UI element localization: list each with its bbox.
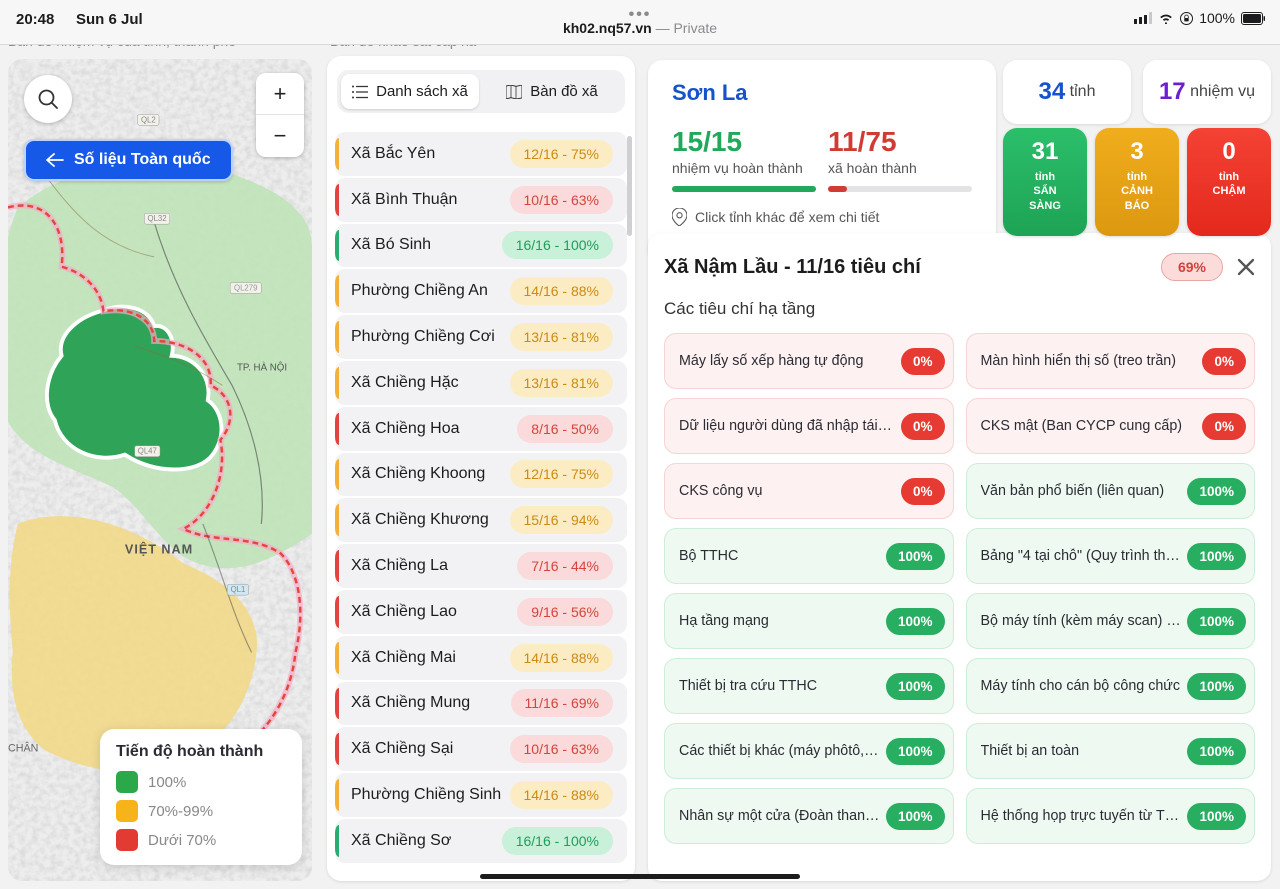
svg-text:QL2: QL2 xyxy=(141,115,156,124)
svg-text:QL47: QL47 xyxy=(138,447,157,456)
svg-text:QL279: QL279 xyxy=(234,283,257,292)
svg-text:QL1: QL1 xyxy=(231,585,246,594)
svg-text:VIỆT NAM: VIỆT NAM xyxy=(125,541,193,556)
svg-text:TP. HÀ NỘI: TP. HÀ NỘI xyxy=(237,362,287,374)
svg-text:CHÂN: CHÂN xyxy=(8,741,38,754)
svg-text:QL32: QL32 xyxy=(148,214,167,223)
